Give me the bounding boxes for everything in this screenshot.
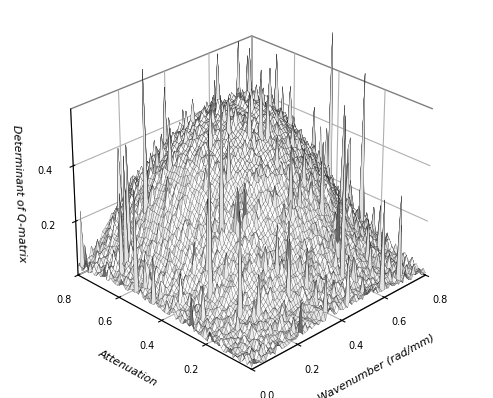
X-axis label: Wavenumber (rad/mm): Wavenumber (rad/mm) — [316, 333, 436, 398]
Y-axis label: Attenuation: Attenuation — [97, 348, 159, 388]
